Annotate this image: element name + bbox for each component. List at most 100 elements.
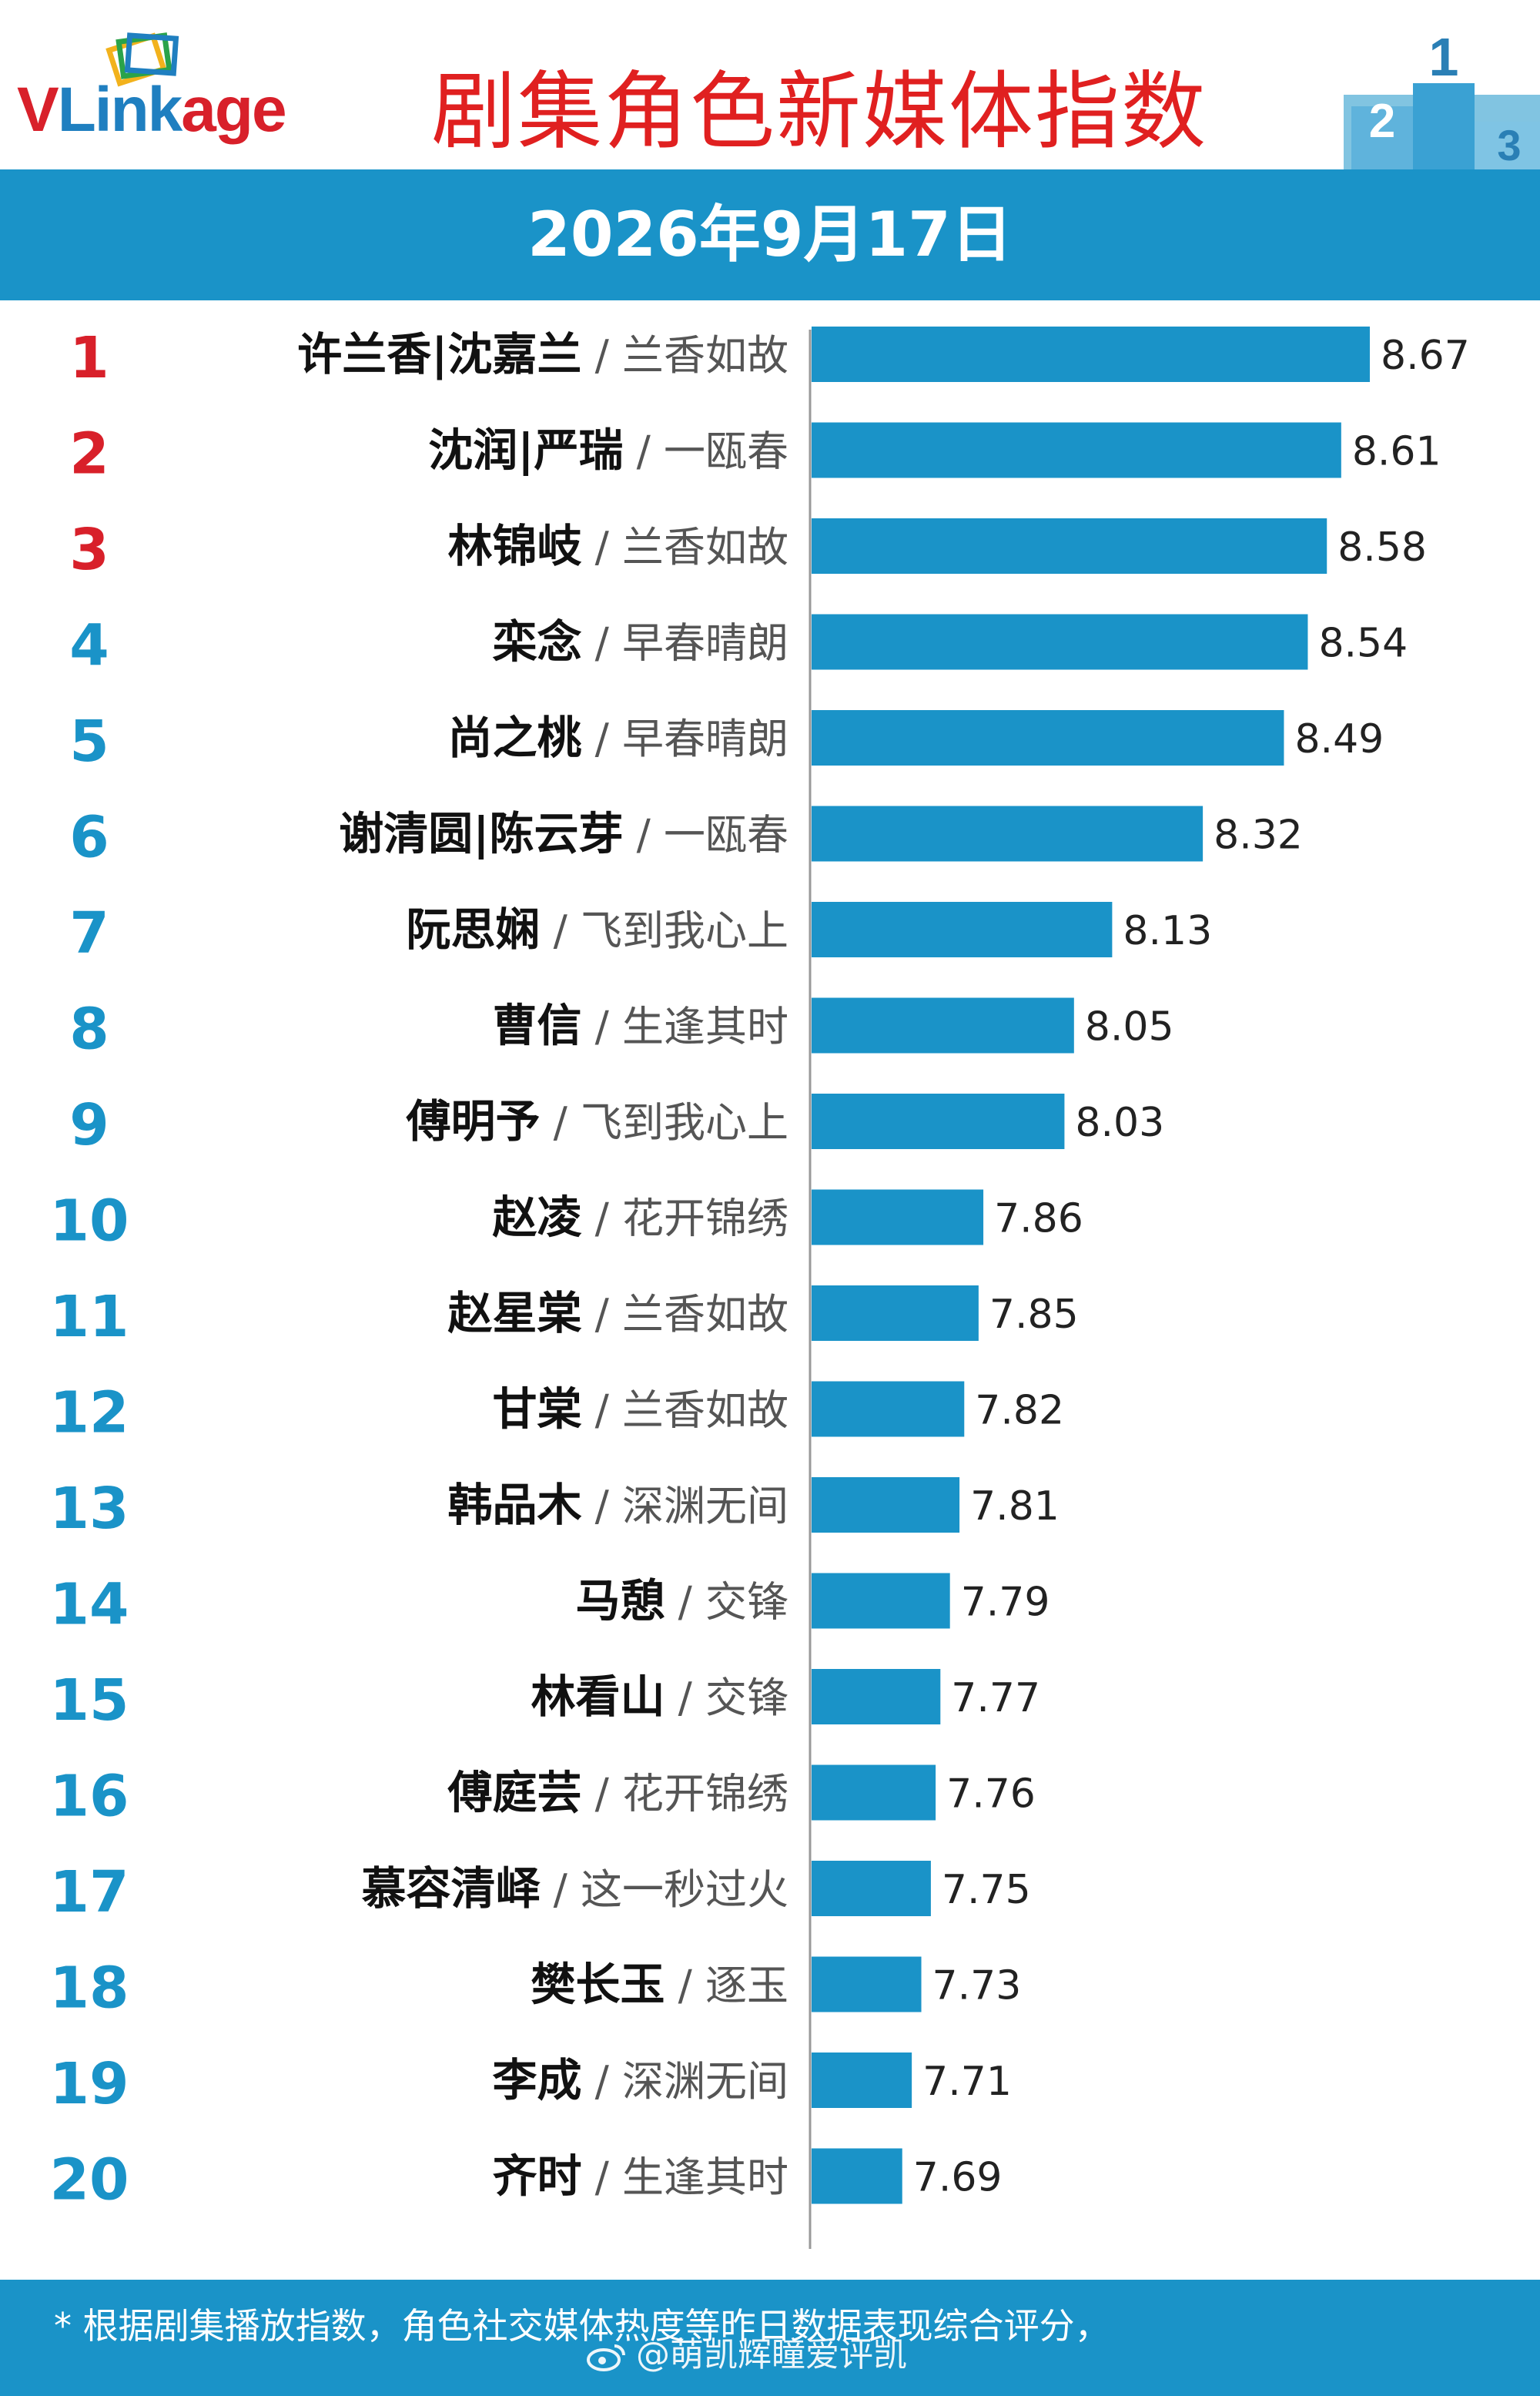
row-label: 慕容清峄 / 这一秒过火	[361, 1862, 788, 1915]
bar	[812, 614, 1308, 670]
drama-title: / 兰香如故	[581, 331, 788, 380]
bar	[812, 518, 1327, 574]
drama-title: / 这一秒过火	[540, 1865, 788, 1914]
row-label: 林锦岐 / 兰香如故	[447, 520, 788, 572]
weibo-icon	[587, 2344, 625, 2371]
character-name: 李成	[492, 2054, 581, 2106]
bar	[812, 1285, 979, 1341]
character-name: 甘棠	[492, 1383, 581, 1436]
character-name: 谢清圆|陈云芽	[339, 808, 623, 860]
character-name: 栾念	[492, 616, 581, 669]
character-name: 赵星棠	[447, 1287, 581, 1339]
footer-note: * 根据剧集播放指数，角色社交媒体热度等昨日数据表现综合评分，	[54, 2305, 1110, 2347]
rank-number: 10	[50, 1188, 129, 1255]
bar	[812, 1861, 931, 1916]
bar	[812, 2148, 902, 2204]
row-label: 赵凌 / 花开锦绣	[492, 1191, 788, 1244]
svg-text:1: 1	[1429, 27, 1459, 87]
date-band: 2026年9月17日	[0, 169, 1540, 300]
character-name: 林看山	[531, 1670, 665, 1723]
drama-title: / 花开锦绣	[581, 1195, 788, 1243]
drama-title: / 一瓯春	[623, 427, 788, 476]
rank-number: 4	[69, 613, 109, 679]
drama-title: / 一瓯春	[623, 811, 788, 860]
row-label: 齐时 / 生逢其时	[492, 2150, 788, 2203]
data-label: 8.67	[1381, 333, 1470, 379]
watermark: @萌凯辉瞳爱评凯	[585, 2317, 907, 2394]
row-label: 李成 / 深渊无间	[492, 2054, 788, 2106]
character-name: 傅庭芸	[447, 1767, 581, 1819]
data-label: 7.79	[961, 1580, 1050, 1626]
character-name: 马憩	[575, 1575, 665, 1627]
data-label: 8.61	[1352, 429, 1441, 475]
bar	[812, 327, 1370, 382]
rank-number: 11	[50, 1284, 129, 1350]
drama-title: / 逐玉	[665, 1962, 788, 2010]
data-label: 8.05	[1085, 1004, 1174, 1051]
rank-number: 12	[50, 1380, 129, 1446]
vlinkage-logo: VLinkage	[17, 32, 340, 152]
rank-number: 5	[69, 709, 109, 775]
drama-title: / 生逢其时	[581, 1003, 788, 1051]
rank-number: 14	[50, 1572, 129, 1638]
bar	[812, 1764, 936, 1821]
data-label: 7.75	[942, 1867, 1031, 1913]
watermark-text: @萌凯辉瞳爱评凯	[636, 2335, 907, 2374]
character-name: 齐时	[492, 2150, 581, 2203]
drama-title: / 飞到我心上	[540, 1098, 788, 1147]
drama-title: / 兰香如故	[581, 1386, 788, 1435]
logo-text: VLinkage	[17, 75, 287, 145]
row-label: 曹信 / 生逢其时	[492, 1000, 788, 1052]
rank-number: 20	[50, 2147, 129, 2213]
bar	[812, 710, 1284, 766]
rank-number: 8	[69, 997, 109, 1063]
row-label: 沈润|严瑞 / 一瓯春	[428, 424, 788, 477]
data-label: 8.54	[1318, 621, 1408, 667]
rank-number: 16	[50, 1764, 129, 1830]
bar	[812, 1381, 965, 1437]
row-label: 林看山 / 交锋	[531, 1670, 788, 1723]
drama-title: / 兰香如故	[581, 523, 788, 571]
footer-band: * 根据剧集播放指数，角色社交媒体热度等昨日数据表现综合评分， @萌凯辉瞳爱评凯	[0, 2280, 1540, 2396]
date-label: 2026年9月17日	[527, 199, 1013, 270]
podium-icon: 2 1 3	[1344, 27, 1540, 169]
data-label: 8.49	[1294, 716, 1384, 762]
row-label: 尚之桃 / 早春晴朗	[447, 712, 788, 764]
drama-title: / 花开锦绣	[581, 1770, 788, 1818]
bar	[812, 806, 1204, 862]
bar	[812, 1477, 960, 1533]
row-label: 阮思娴 / 飞到我心上	[406, 903, 788, 956]
ranking-bar-chart: 1 许兰香|沈嘉兰 / 兰香如故 8.67 2 沈润|严瑞 / 一瓯春 8.61 3 林锦岐 …	[50, 325, 1470, 2249]
bar	[812, 1956, 922, 2012]
bar	[812, 1573, 950, 1629]
drama-title: / 深渊无间	[581, 2057, 788, 2106]
data-label: 8.13	[1123, 908, 1212, 954]
data-label: 8.32	[1214, 813, 1303, 859]
data-label: 7.85	[989, 1292, 1079, 1338]
character-name: 慕容清峄	[361, 1862, 541, 1915]
row-label: 栾念 / 早春晴朗	[492, 616, 788, 669]
bar	[812, 997, 1074, 1054]
logo-cards-icon	[105, 32, 179, 87]
row-label: 傅明予 / 飞到我心上	[405, 1095, 788, 1148]
data-label: 7.71	[922, 2059, 1012, 2105]
character-name: 傅明予	[405, 1095, 540, 1148]
bar	[812, 1669, 941, 1724]
rank-number: 2	[69, 421, 109, 488]
character-name: 许兰香|沈嘉兰	[297, 328, 581, 380]
data-label: 7.76	[946, 1771, 1036, 1818]
data-label: 7.77	[951, 1675, 1040, 1721]
svg-text:3: 3	[1497, 121, 1521, 169]
bar	[812, 422, 1341, 478]
row-label: 韩品木 / 深渊无间	[447, 1479, 788, 1531]
rank-number: 13	[50, 1476, 129, 1542]
character-name: 曹信	[492, 1000, 581, 1052]
character-name: 韩品木	[447, 1479, 581, 1531]
drama-title: / 交锋	[665, 1674, 788, 1722]
rank-number: 3	[69, 517, 109, 583]
rank-number: 17	[50, 1859, 129, 1925]
character-name: 尚之桃	[447, 712, 581, 764]
rank-number: 1	[69, 325, 109, 391]
page-title: 剧集角色新媒体指数	[431, 62, 1207, 161]
rank-number: 18	[50, 1955, 129, 2022]
